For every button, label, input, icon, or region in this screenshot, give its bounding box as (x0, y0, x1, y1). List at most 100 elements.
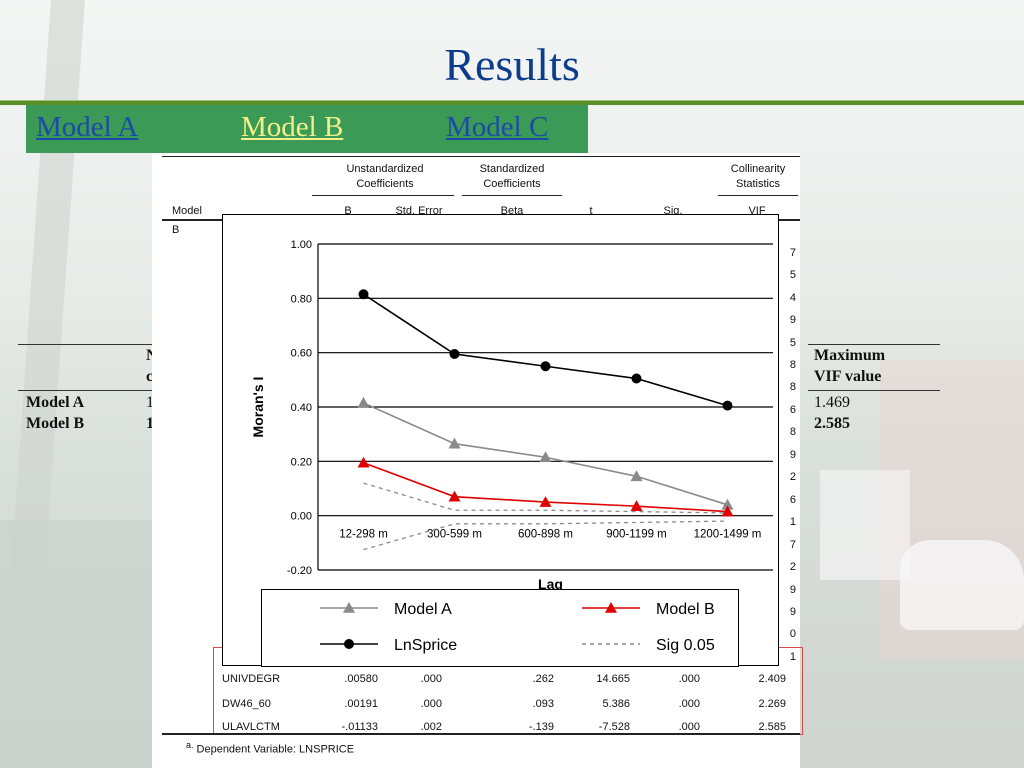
col-header-model: Model (172, 205, 202, 217)
data-point-lnsprice (449, 349, 460, 360)
vif-digit: 9 (789, 606, 796, 618)
vif-digit: 1 (789, 651, 796, 663)
y-tick-label: 0.00 (291, 511, 312, 523)
legend-label-sig-0-05: Sig 0.05 (656, 637, 715, 654)
vif-digit: 2 (789, 471, 796, 483)
right-table-top-rule (808, 344, 940, 345)
vif-digit: 8 (789, 426, 796, 438)
cell-beta: .262 (532, 673, 554, 685)
group-header-standardized: Standardized Coefficients (479, 163, 545, 190)
chart-legend: Model A Model B LnSprice Sig 0.05 (261, 589, 739, 667)
col-header-t: t (589, 205, 593, 217)
title-divider (0, 100, 1024, 105)
cell-variable: DW46_60 (222, 698, 271, 710)
left-table-row-value: 1 (146, 394, 154, 411)
left-table-header-rule (18, 390, 158, 391)
legend-marker-lnsprice (344, 639, 354, 649)
cell-vif: 2.585 (758, 721, 786, 733)
background-garage (820, 470, 910, 580)
cell-t: 5.386 (602, 698, 630, 710)
cell-b: .00580 (344, 673, 378, 685)
legend-label-model-b: Model B (656, 601, 715, 618)
series-line-sig-0-05-lower (363, 520, 728, 551)
vif-digit: 2 (789, 561, 796, 573)
right-table-header-1: Maximum (814, 347, 886, 364)
series-line-sig-0-05-upper (363, 482, 728, 514)
data-point-model-a (448, 437, 461, 449)
cell-beta: .093 (532, 698, 554, 710)
right-table-value: 2.585 (814, 415, 850, 432)
table-top-rule (162, 156, 800, 157)
chart-canvas: 1.00 0.80 0.60 0.40 0.20 0.00 -0.20 12-298 m 300… (250, 239, 773, 592)
data-point-lnsprice (631, 373, 642, 384)
y-tick-label: 0.60 (291, 348, 312, 360)
vif-digit: 9 (789, 314, 796, 326)
cell-std-error: .000 (420, 698, 442, 710)
data-point-model-a (539, 451, 552, 463)
y-tick-label: 0.20 (291, 456, 312, 468)
vif-digit: 6 (789, 494, 796, 506)
group-rule-unstd (312, 195, 454, 196)
cell-vif: 2.409 (758, 673, 786, 685)
cell-b: .00191 (344, 698, 378, 710)
cell-variable: UNIVDEGR (222, 673, 281, 685)
vif-digit: 9 (789, 449, 796, 461)
vif-digit: 7 (789, 539, 796, 551)
cell-sig: .000 (678, 698, 700, 710)
cell-vif: 2.269 (758, 698, 786, 710)
legend-canvas: Model A Model B LnSprice Sig 0.05 (320, 601, 715, 654)
right-summary-table: Maximum VIF value 1.469 2.585 (808, 340, 940, 440)
cell-t: 14.665 (596, 673, 630, 685)
vif-digit: 8 (789, 359, 796, 371)
col-header-b: B (344, 205, 352, 217)
tab-model-a[interactable]: Model A (36, 111, 139, 143)
cell-t: -7.528 (598, 721, 630, 733)
x-tick-label: 600-898 m (518, 529, 573, 541)
group-header-collinearity: Collinearity Statistics (730, 163, 786, 190)
vif-digit: 8 (789, 381, 796, 393)
cell-std-error: .002 (420, 721, 442, 733)
model-label: B (172, 224, 180, 236)
group-rule-std (462, 195, 562, 196)
data-point-model-a (357, 396, 370, 408)
group-header-unstandardized: Unstandardized Coefficients (346, 163, 424, 190)
vif-digit: 5 (789, 269, 796, 281)
data-point-model-a (721, 498, 734, 510)
data-point-model-b (448, 490, 461, 502)
slide-title: Results (444, 39, 580, 90)
model-tab-bar: Model A Model B Model C (26, 105, 588, 153)
cell-variable: ULAVLCTM (222, 721, 280, 733)
y-tick-label: -0.20 (287, 565, 312, 577)
data-point-model-b (630, 500, 643, 511)
x-tick-label: 300-599 m (427, 529, 482, 541)
tab-model-b[interactable]: Model B (241, 111, 344, 143)
right-table-header-rule (808, 390, 940, 391)
left-table-row-label: Model B (26, 415, 85, 432)
left-summary-table: N c Model A 1 Model B 1 (18, 340, 158, 440)
data-point-model-b (357, 456, 370, 468)
tab-model-c[interactable]: Model C (446, 111, 549, 143)
cell-std-error: .000 (420, 673, 442, 685)
data-point-lnsprice (540, 361, 551, 372)
group-rule-coll (718, 195, 798, 196)
vif-digit: 7 (789, 247, 796, 259)
cell-sig: .000 (678, 721, 700, 733)
left-table-row-label: Model A (26, 394, 85, 411)
vif-digit: 4 (789, 292, 796, 304)
x-tick-label: 900-1199 m (606, 529, 667, 541)
footnote-text: Dependent Variable: LNSPRICE (196, 743, 355, 756)
vif-digit: 5 (789, 337, 796, 349)
legend-label-lnsprice: LnSprice (394, 637, 457, 654)
table-bottom-rule (162, 733, 800, 735)
legend-marker-model-a (343, 602, 355, 613)
cell-b: -.01133 (341, 721, 379, 733)
y-tick-label: 0.80 (291, 293, 312, 305)
y-tick-label: 0.40 (291, 402, 312, 414)
x-tick-label: 12-298 m (339, 529, 388, 541)
data-point-lnsprice (722, 400, 733, 411)
vif-digit: 6 (789, 404, 796, 416)
series-line-lnsprice (363, 293, 728, 407)
left-table-row-value: 1 (146, 415, 154, 432)
table-footnote: a. Dependent Variable: LNSPRICE (186, 740, 354, 756)
vif-digit: 0 (789, 628, 796, 640)
